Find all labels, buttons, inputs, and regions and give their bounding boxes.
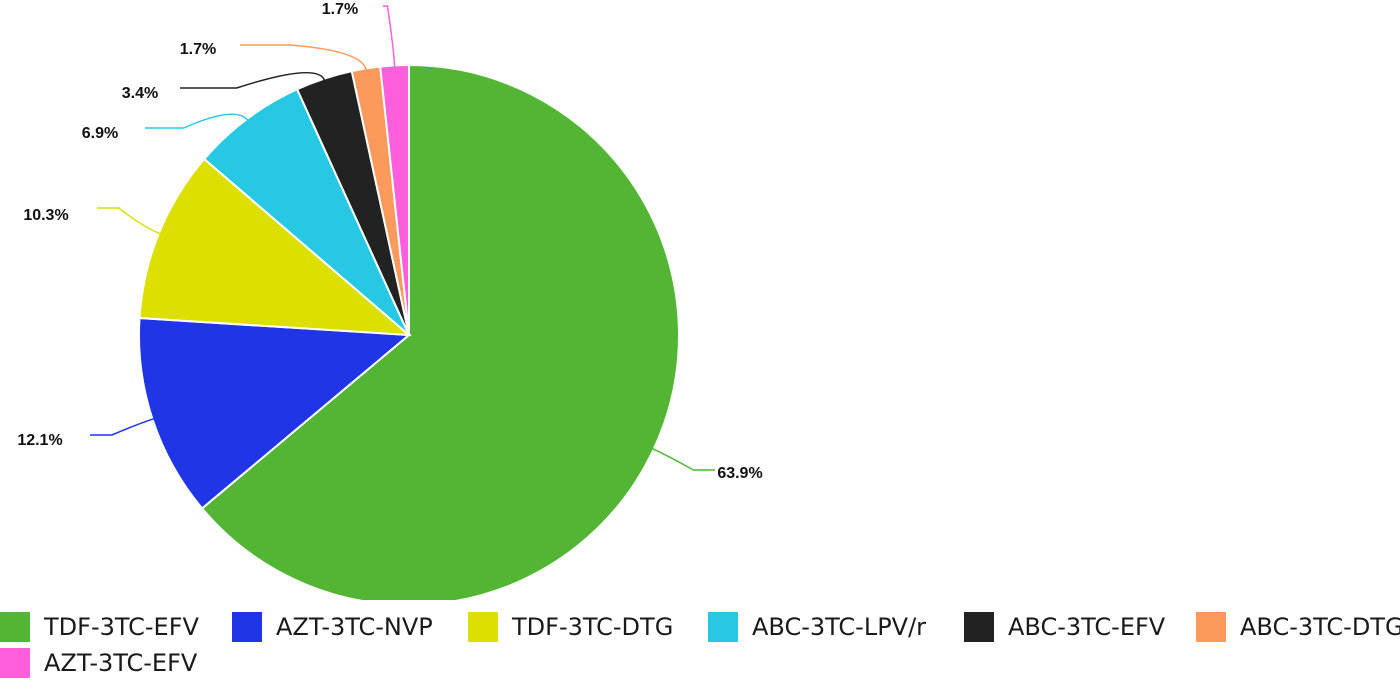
legend-label: AZT-3TC-EFV xyxy=(44,649,198,677)
slice-labels: 63.9% 12.1% 10.3% 6.9% 3.4% 1.7% 1.7% xyxy=(17,1,762,482)
leader-line xyxy=(240,44,367,71)
leader-line xyxy=(651,447,715,471)
slice-label: 12.1% xyxy=(17,432,62,449)
slice-label: 1.7% xyxy=(322,1,358,18)
legend-item: AZT-3TC-NVP xyxy=(232,610,433,644)
legend-swatch xyxy=(0,648,30,678)
legend-label: ABC-3TC-LPV/r xyxy=(752,613,927,641)
legend-swatch xyxy=(1196,612,1226,642)
leader-line xyxy=(97,207,162,235)
slice-label: 6.9% xyxy=(82,125,118,142)
leader-line xyxy=(383,5,396,68)
slice-label: 1.7% xyxy=(180,41,216,58)
slice-label: 3.4% xyxy=(122,85,158,102)
legend-swatch xyxy=(0,612,30,642)
legend-label: ABC-3TC-EFV xyxy=(1008,613,1166,641)
leader-lines xyxy=(90,5,715,471)
legend-swatch xyxy=(708,612,738,642)
legend-swatch xyxy=(964,612,994,642)
legend-label: TDF-3TC-EFV xyxy=(44,613,199,641)
legend-item: TDF-3TC-EFV xyxy=(0,610,199,644)
legend-item: TDF-3TC-DTG xyxy=(468,610,673,644)
leader-line xyxy=(180,71,326,89)
legend-swatch xyxy=(468,612,498,642)
legend-swatch xyxy=(232,612,262,642)
pie-chart: 63.9% 12.1% 10.3% 6.9% 3.4% 1.7% 1.7% xyxy=(17,1,763,600)
leader-line xyxy=(145,113,249,129)
legend-item: ABC-3TC-EFV xyxy=(964,610,1165,644)
slice-label: 63.9% xyxy=(717,465,762,482)
pie-slices xyxy=(138,63,680,600)
legend-item: ABC-3TC-LPV/r xyxy=(708,610,926,644)
legend-label: ABC-3TC-DTG xyxy=(1240,613,1400,641)
slice-label: 10.3% xyxy=(23,207,68,224)
legend-label: TDF-3TC-DTG xyxy=(512,613,674,641)
leader-line xyxy=(90,417,155,436)
legend-item: ABC-3TC-DTG xyxy=(1196,610,1400,644)
legend-label: AZT-3TC-NVP xyxy=(276,613,433,641)
legend-item: AZT-3TC-EFV xyxy=(0,646,197,680)
